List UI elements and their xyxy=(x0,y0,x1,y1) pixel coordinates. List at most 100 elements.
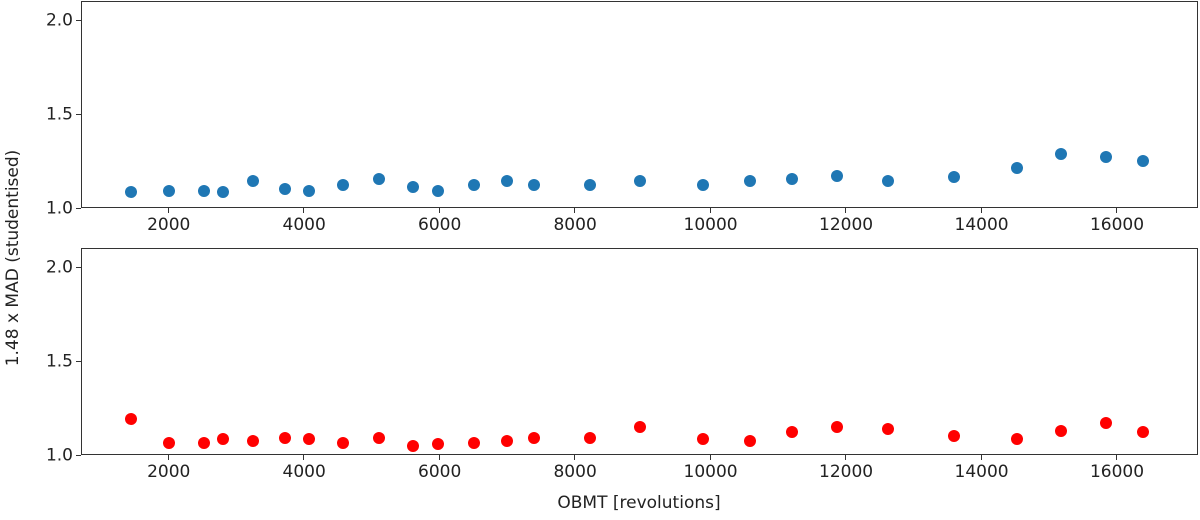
bottom-scatter-axes: 1.0 1.5 2.0 2000 4000 6000 8000 10000 12000 14000… xyxy=(46,248,1198,482)
data-point xyxy=(584,178,597,191)
data-point xyxy=(162,436,175,449)
data-point xyxy=(947,429,960,442)
data-point xyxy=(634,174,647,187)
x-tick-label: 8000 xyxy=(553,462,597,482)
data-point xyxy=(1099,151,1112,164)
y-tick xyxy=(76,266,81,269)
data-point xyxy=(830,170,843,183)
data-point xyxy=(125,186,138,199)
data-point xyxy=(501,434,514,447)
data-point xyxy=(372,431,385,444)
y-tick xyxy=(76,208,81,210)
x-tick-label: 12000 xyxy=(819,462,874,482)
x-tick-label: 2000 xyxy=(147,462,191,482)
data-point xyxy=(1099,416,1112,429)
x-tick-label: 2000 xyxy=(147,215,191,235)
x-tick-label: 10000 xyxy=(683,215,738,235)
x-tick xyxy=(303,208,305,213)
data-point xyxy=(528,179,541,192)
data-point xyxy=(431,185,444,198)
data-point xyxy=(125,412,138,425)
x-axis-label: OBMT [revolutions] xyxy=(557,493,721,513)
y-tick-label: 2.0 xyxy=(45,257,73,278)
data-point xyxy=(467,436,480,449)
data-point xyxy=(279,431,292,444)
x-tick xyxy=(574,208,576,213)
data-point xyxy=(337,436,350,449)
x-tick xyxy=(1116,208,1118,213)
data-point xyxy=(216,433,229,446)
y-tick xyxy=(76,19,81,22)
x-tick xyxy=(980,455,982,460)
x-tick xyxy=(980,208,982,213)
x-tick xyxy=(167,208,169,213)
data-point xyxy=(882,423,895,436)
y-tick-label: 1.0 xyxy=(45,445,73,466)
data-point xyxy=(467,179,480,192)
y-tick-label: 1.5 xyxy=(45,351,73,372)
x-tick-label: 16000 xyxy=(1089,215,1145,235)
data-point xyxy=(431,437,444,450)
x-tick-label: 10000 xyxy=(683,462,738,482)
x-tick xyxy=(709,455,711,460)
x-tick-label: 16000 xyxy=(1089,462,1145,482)
y-tick-label: 2.0 xyxy=(45,10,73,31)
data-point xyxy=(830,421,843,434)
data-point xyxy=(634,421,647,434)
y-axis-label: 1.48 x MAD (studentised) xyxy=(3,149,23,367)
data-point xyxy=(1137,426,1150,439)
x-tick xyxy=(438,208,440,213)
x-tick-label: 4000 xyxy=(282,462,326,482)
data-point xyxy=(197,436,210,449)
data-point xyxy=(1011,161,1024,174)
data-point xyxy=(697,178,710,191)
data-point xyxy=(1137,155,1150,167)
x-tick xyxy=(1116,455,1118,460)
x-tick xyxy=(709,208,711,213)
data-point xyxy=(247,174,260,187)
data-point xyxy=(1011,433,1024,446)
data-point xyxy=(337,179,350,192)
x-tick-label: 12000 xyxy=(819,215,874,235)
data-point xyxy=(785,172,798,185)
data-point xyxy=(785,426,798,439)
data-point xyxy=(1055,148,1068,161)
top-scatter-axes: 1.0 1.5 2.0 2000 4000 6000 8000 10000 12000 14000… xyxy=(46,1,1198,235)
data-point xyxy=(743,174,756,187)
data-point xyxy=(197,185,210,198)
data-point xyxy=(406,439,419,452)
y-tick xyxy=(76,113,81,116)
x-tick xyxy=(845,208,847,213)
data-point xyxy=(302,185,315,198)
x-tick-label: 6000 xyxy=(418,215,462,235)
data-point xyxy=(372,172,385,185)
x-tick xyxy=(574,455,576,460)
data-point xyxy=(882,174,895,187)
x-tick xyxy=(845,455,847,460)
x-tick xyxy=(438,455,440,460)
y-tick xyxy=(76,455,81,457)
data-point xyxy=(247,434,260,447)
data-point xyxy=(406,181,419,194)
y-tick xyxy=(76,360,81,363)
data-point xyxy=(302,433,315,446)
x-tick-label: 6000 xyxy=(418,462,462,482)
x-tick-label: 4000 xyxy=(282,215,326,235)
x-tick xyxy=(303,455,305,460)
data-point xyxy=(743,434,756,447)
data-point xyxy=(528,431,541,444)
y-tick-label: 1.0 xyxy=(45,198,73,219)
data-point xyxy=(697,433,710,446)
y-tick-label: 1.5 xyxy=(45,104,73,125)
data-point xyxy=(947,171,960,183)
x-tick-label: 8000 xyxy=(553,215,597,235)
x-tick xyxy=(167,455,169,460)
x-tick-label: 14000 xyxy=(954,462,1009,482)
data-point xyxy=(501,174,514,187)
x-tick-label: 14000 xyxy=(954,215,1009,235)
data-point xyxy=(584,431,597,444)
data-point xyxy=(216,186,229,199)
data-point xyxy=(1055,424,1068,437)
data-point xyxy=(279,183,292,196)
data-point xyxy=(162,185,175,198)
